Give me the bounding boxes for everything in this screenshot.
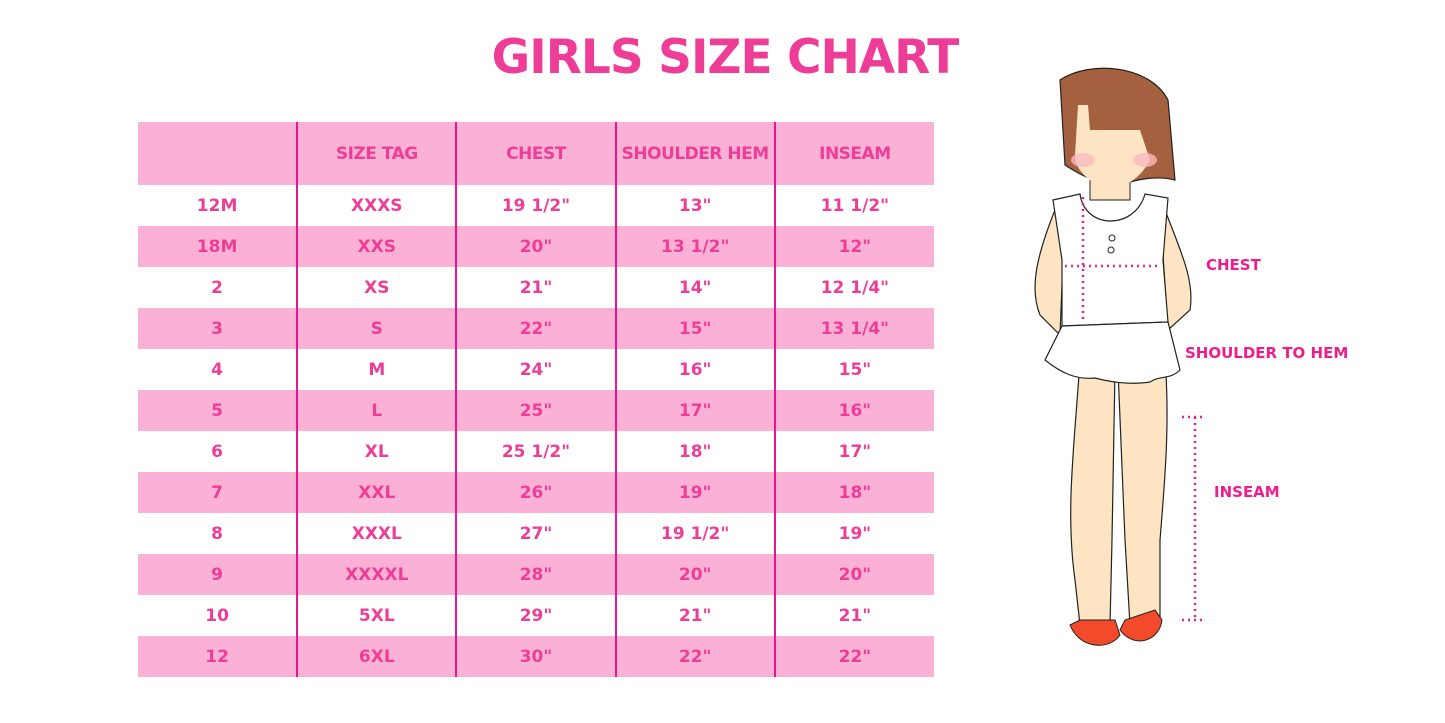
table-cell: M — [296, 349, 457, 390]
table-cell: 22" — [455, 308, 616, 349]
table-cell: 19" — [773, 513, 934, 554]
table-cell: 9 — [138, 554, 298, 595]
table-cell: 14" — [614, 267, 775, 308]
table-cell: 25" — [455, 390, 616, 431]
table-cell: 17" — [614, 390, 775, 431]
table-cell: 13 1/4" — [773, 308, 934, 349]
table-row: 3 S 22" 15" 13 1/4" — [138, 308, 934, 349]
table-row: 12M XXXS 19 1/2" 13" 11 1/2" — [138, 185, 934, 226]
table-cell: XXS — [296, 226, 457, 267]
table-cell: XXXS — [296, 185, 457, 226]
table-cell: 12 — [138, 636, 298, 677]
table-cell: 8 — [211, 523, 224, 544]
table-row: 10 5XL 29" 21" 21" — [138, 595, 934, 636]
table-cell: 24" — [455, 349, 616, 390]
table-cell: 18M — [138, 226, 298, 267]
table-cell: S — [296, 308, 457, 349]
table-row: 18M XXS 20" 13 1/2" 12" — [138, 226, 934, 267]
column-header: SHOULDER HEM — [614, 122, 775, 185]
table-cell: 13" — [614, 185, 775, 226]
table-cell: 22" — [614, 636, 775, 677]
table-cell: 19 1/2" — [614, 513, 775, 554]
table-cell: L — [296, 390, 457, 431]
table-cell: 25 1/2" — [455, 431, 616, 472]
table-cell: XXXXL — [296, 554, 457, 595]
table-row: 2 XS 21" 14" 12 1/4" — [138, 267, 934, 308]
table-cell: 6 — [211, 441, 224, 462]
table-cell: 11 1/2" — [773, 185, 934, 226]
chest-label: CHEST — [1206, 256, 1261, 274]
table-cell: 12 1/4" — [773, 267, 934, 308]
table-cell: 6XL — [296, 636, 457, 677]
table-row: 8 XXXL 27" 19 1/2" 19" — [138, 513, 934, 554]
table-cell: 18" — [773, 472, 934, 513]
table-cell: 4 — [211, 359, 224, 380]
table-header-row: SIZE TAG CHEST SHOULDER HEM INSEAM — [138, 122, 934, 185]
girl-measurement-illustration — [1034, 67, 1202, 646]
table-cell: 16" — [773, 390, 934, 431]
table-cell: XXL — [296, 472, 457, 513]
table-cell: 13 1/2" — [614, 226, 775, 267]
table-cell: 16" — [614, 349, 775, 390]
table-cell: 7 — [138, 472, 298, 513]
table-cell: 21" — [614, 595, 775, 636]
page-title: GIRLS SIZE CHART — [491, 30, 960, 85]
table-cell: XS — [296, 267, 457, 308]
table-cell: 21" — [773, 595, 934, 636]
table-cell: 27" — [455, 513, 616, 554]
table-cell: 21" — [455, 267, 616, 308]
table-cell: 26" — [455, 472, 616, 513]
table-row: 6 XL 25 1/2" 18" 17" — [138, 431, 934, 472]
table-cell: 20" — [773, 554, 934, 595]
table-cell: 17" — [773, 431, 934, 472]
table-row: 9 XXXXL 28" 20" 20" — [138, 554, 934, 595]
table-row: 7 XXL 26" 19" 18" — [138, 472, 934, 513]
table-cell: 19 1/2" — [455, 185, 616, 226]
table-cell: 10 — [205, 605, 229, 626]
table-cell: XL — [296, 431, 457, 472]
column-header: SIZE TAG — [296, 122, 457, 185]
inseam-label: INSEAM — [1214, 483, 1280, 501]
column-header — [138, 122, 298, 185]
table-cell: 2 — [211, 277, 224, 298]
size-table: SIZE TAG CHEST SHOULDER HEM INSEAM 12M XXXS 1… — [138, 122, 934, 677]
table-cell: 20" — [614, 554, 775, 595]
table-cell: 15" — [773, 349, 934, 390]
table-cell: 18" — [614, 431, 775, 472]
table-row: 5 L 25" 17" 16" — [138, 390, 934, 431]
table-cell: 5 — [138, 390, 298, 431]
table-cell: XXXL — [296, 513, 457, 554]
table-cell: 22" — [773, 636, 934, 677]
table-cell: 28" — [455, 554, 616, 595]
table-cell: 12M — [196, 195, 238, 216]
column-header: CHEST — [455, 122, 616, 185]
table-cell: 12" — [773, 226, 934, 267]
table-cell: 30" — [455, 636, 616, 677]
table-row: 4 M 24" 16" 15" — [138, 349, 934, 390]
shoulder-to-hem-label: SHOULDER TO HEM — [1185, 344, 1349, 362]
column-header: INSEAM — [773, 122, 934, 185]
table-cell: 20" — [455, 226, 616, 267]
table-cell: 29" — [455, 595, 616, 636]
table-cell: 15" — [614, 308, 775, 349]
table-cell: 19" — [614, 472, 775, 513]
table-cell: 5XL — [296, 595, 457, 636]
table-row: 12 6XL 30" 22" 22" — [138, 636, 934, 677]
table-cell: 3 — [138, 308, 298, 349]
